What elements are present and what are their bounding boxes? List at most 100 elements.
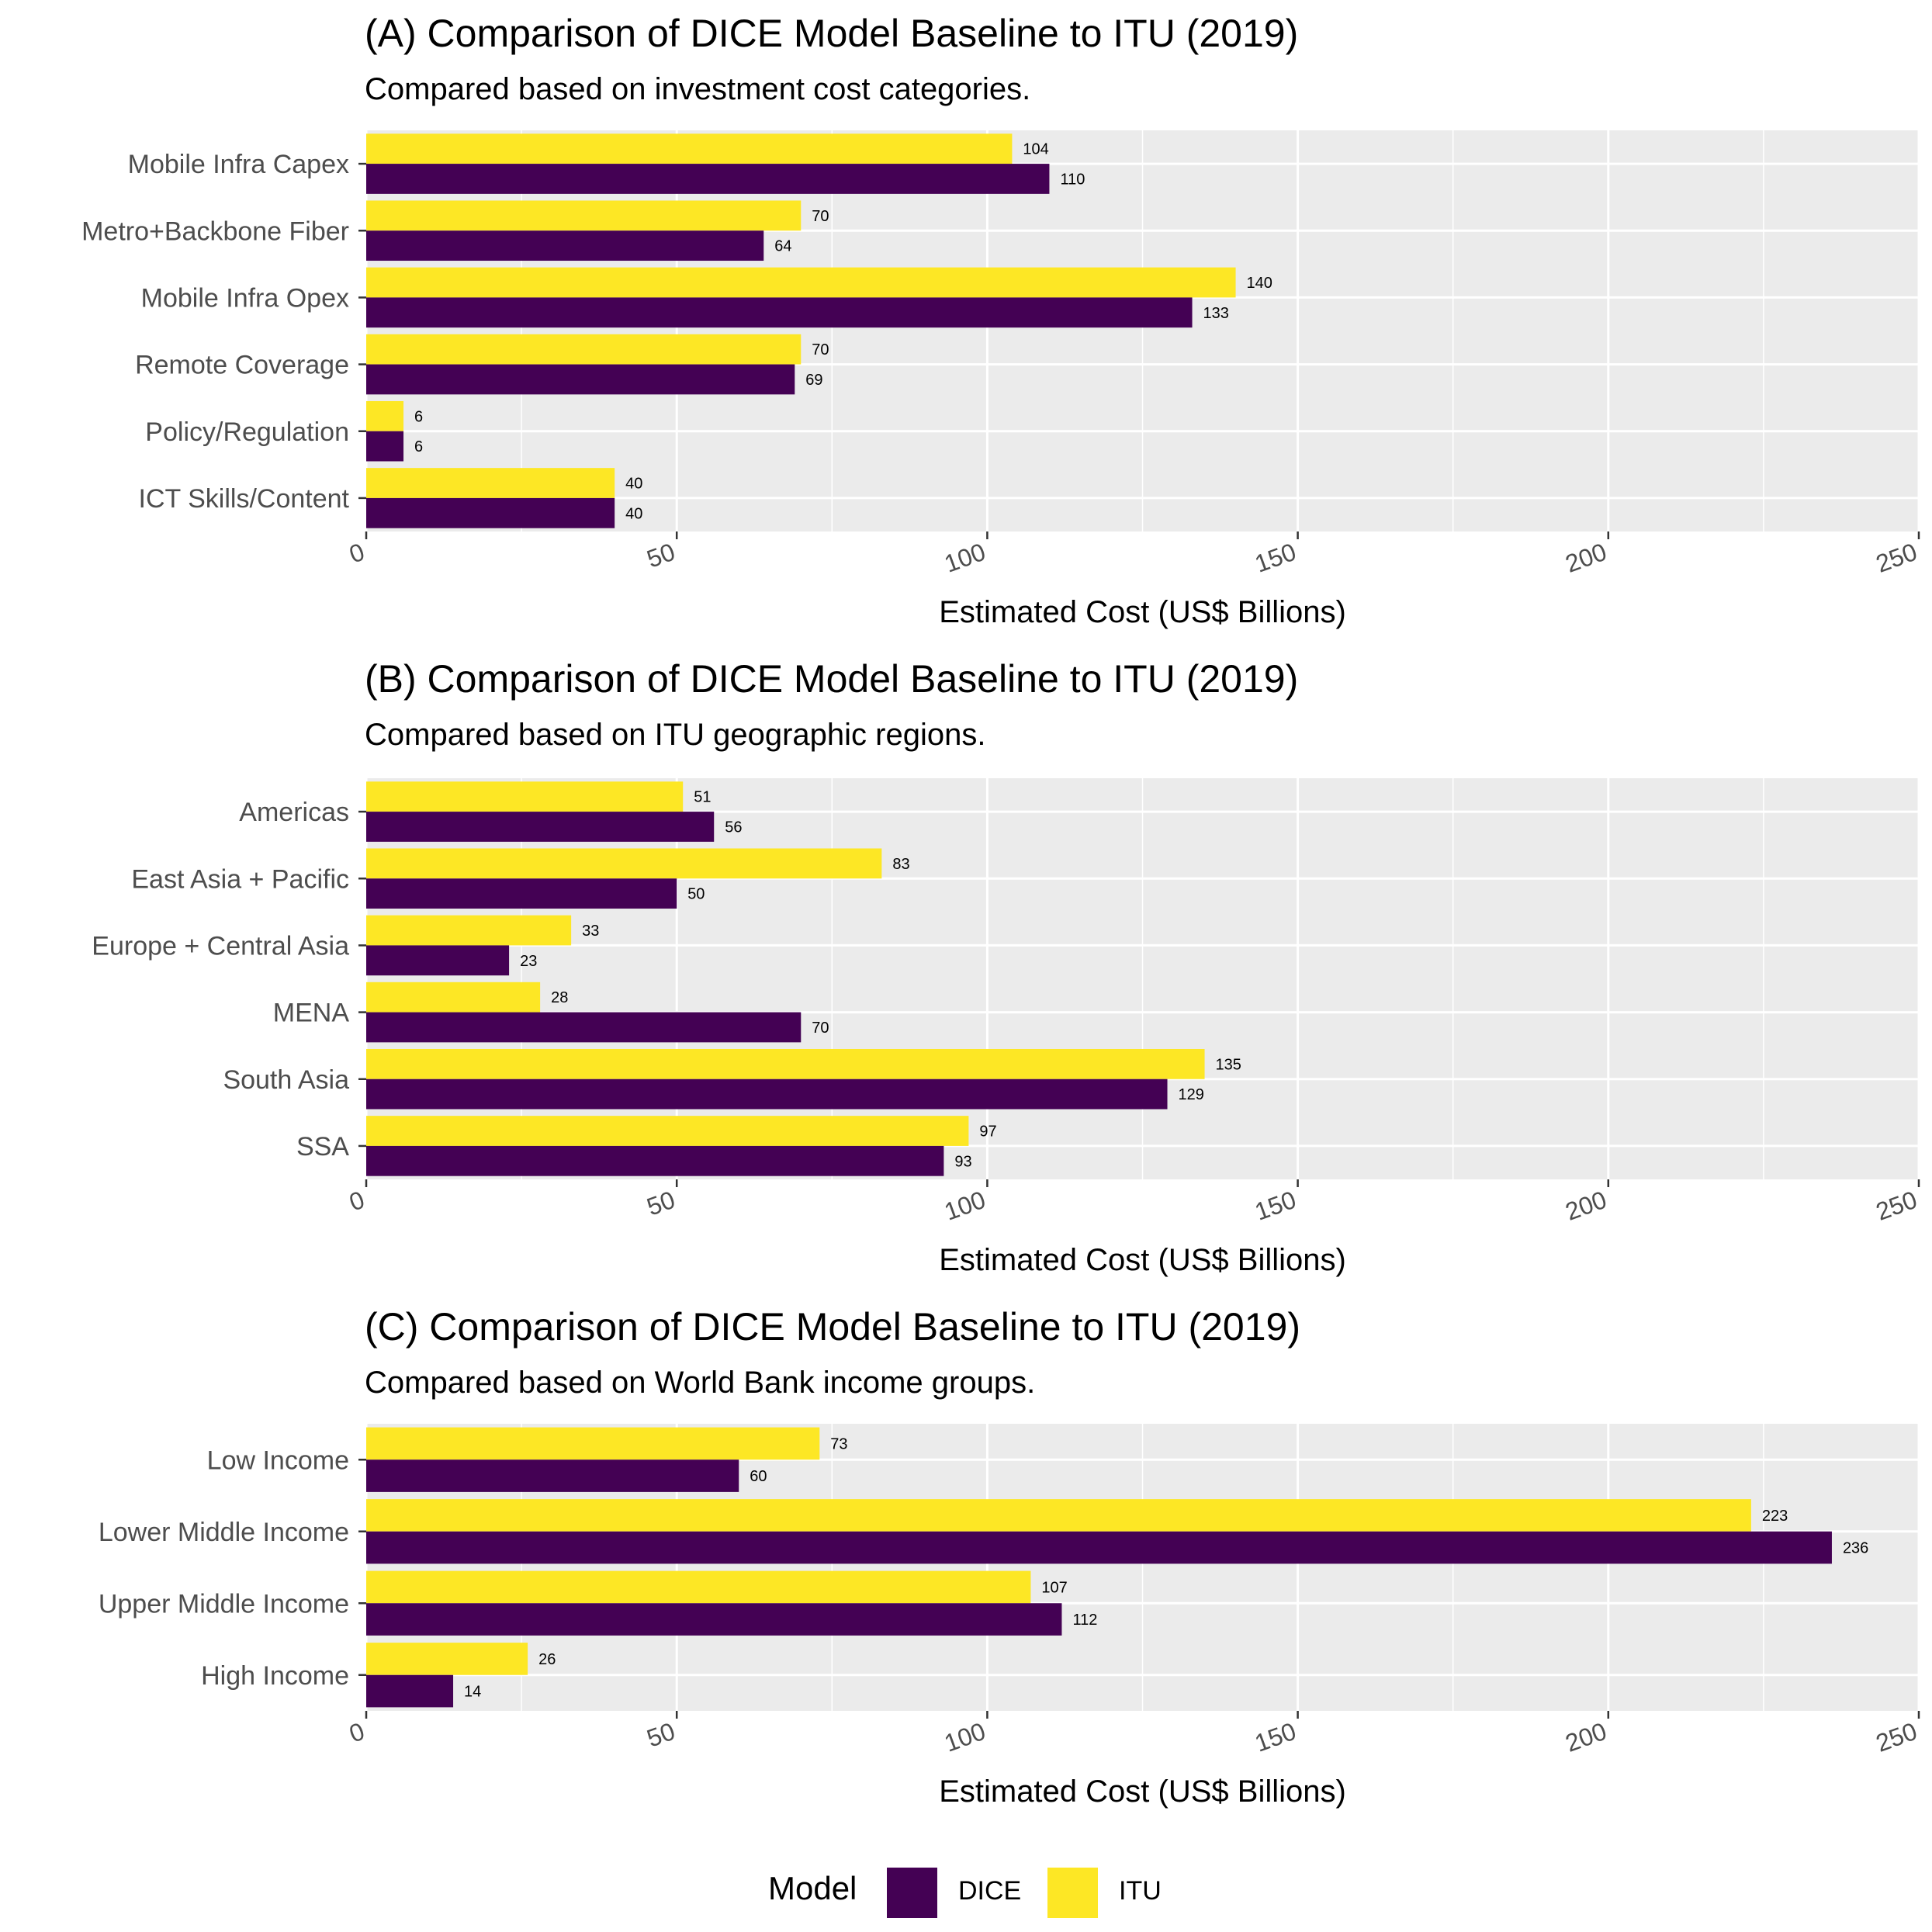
- x-tick-label: 100: [940, 538, 989, 578]
- value-label-itu-high-income: 26: [538, 1651, 556, 1668]
- bar-dice-policy-regulation: [366, 431, 404, 462]
- value-label-dice-ssa: 93: [954, 1153, 971, 1170]
- bar-itu-ict-skills-content: [366, 468, 615, 498]
- x-tick-label: 50: [643, 538, 679, 573]
- x-tick-label: 200: [1562, 538, 1610, 578]
- category-label-upper-middle-income: Upper Middle Income: [99, 1589, 349, 1619]
- value-label-itu-low-income: 73: [830, 1435, 847, 1452]
- chart-title: (A) Comparison of DICE Model Baseline to…: [365, 12, 1298, 55]
- x-tick-label: 0: [345, 538, 368, 569]
- value-label-itu-mobile-infra-opex: 140: [1247, 275, 1272, 292]
- bar-itu-ssa: [366, 1116, 969, 1146]
- value-label-itu-americas: 51: [694, 789, 711, 806]
- value-label-dice-east-asia-pacific: 50: [687, 886, 705, 903]
- x-tick-label: 50: [643, 1186, 679, 1221]
- category-label-ssa: SSA: [296, 1132, 349, 1162]
- category-label-high-income: High Income: [201, 1661, 349, 1691]
- value-label-dice-ict-skills-content: 40: [625, 505, 642, 522]
- category-label-mobile-infra-opex: Mobile Infra Opex: [141, 283, 349, 313]
- x-tick-label: 0: [345, 1186, 368, 1217]
- x-tick-label: 100: [940, 1186, 989, 1226]
- value-label-itu-metro-backbone-fiber: 70: [812, 208, 829, 225]
- x-tick-label: 250: [1872, 1717, 1920, 1757]
- x-tick-label: 250: [1872, 1186, 1920, 1226]
- bar-itu-south-asia: [366, 1048, 1205, 1079]
- legend-key-itu: [1047, 1868, 1098, 1918]
- bar-dice-metro-backbone-fiber: [366, 230, 764, 261]
- bar-itu-high-income: [366, 1643, 528, 1675]
- chart-subtitle: Compared based on World Bank income grou…: [365, 1366, 1035, 1400]
- category-label-south-asia: South Asia: [223, 1065, 349, 1095]
- bar-itu-metro-backbone-fiber: [366, 200, 802, 231]
- x-tick-label: 200: [1562, 1717, 1610, 1757]
- value-label-dice-upper-middle-income: 112: [1072, 1612, 1097, 1629]
- x-tick-label: 250: [1872, 538, 1920, 578]
- bar-dice-europe-central-asia: [366, 945, 510, 976]
- value-label-itu-policy-regulation: 6: [414, 408, 423, 425]
- x-tick-label: 200: [1562, 1186, 1610, 1226]
- category-label-policy-regulation: Policy/Regulation: [145, 417, 349, 447]
- x-tick-label: 100: [940, 1717, 989, 1757]
- bar-dice-remote-coverage: [366, 364, 795, 395]
- bar-itu-east-asia-pacific: [366, 848, 882, 879]
- legend-key-dice: [887, 1868, 937, 1918]
- value-label-itu-upper-middle-income: 107: [1041, 1579, 1067, 1596]
- x-axis-title: Estimated Cost (US$ Billions): [939, 595, 1346, 629]
- bar-dice-lower-middle-income: [366, 1531, 1832, 1564]
- legend-title: Model: [768, 1870, 857, 1906]
- value-label-dice-south-asia: 129: [1179, 1086, 1204, 1103]
- bar-itu-americas: [366, 781, 684, 812]
- value-label-dice-mobile-infra-opex: 133: [1203, 305, 1229, 322]
- panels: (A) Comparison of DICE Model Baseline to…: [81, 12, 1920, 1809]
- bar-dice-south-asia: [366, 1079, 1168, 1110]
- bar-dice-americas: [366, 812, 715, 842]
- bar-itu-lower-middle-income: [366, 1499, 1751, 1532]
- value-label-dice-policy-regulation: 6: [414, 438, 423, 455]
- bar-dice-high-income: [366, 1674, 454, 1708]
- category-label-americas: Americas: [239, 798, 349, 827]
- legend-label-itu: ITU: [1119, 1876, 1162, 1906]
- category-label-ict-skills-content: ICT Skills/Content: [139, 484, 350, 514]
- value-label-itu-ssa: 97: [979, 1124, 996, 1141]
- bar-dice-upper-middle-income: [366, 1603, 1062, 1636]
- value-label-itu-mena: 28: [551, 989, 568, 1006]
- x-tick-label: 150: [1252, 538, 1300, 578]
- category-label-lower-middle-income: Lower Middle Income: [99, 1518, 349, 1547]
- value-label-dice-metro-backbone-fiber: 64: [774, 238, 791, 255]
- category-label-mena: MENA: [273, 999, 350, 1028]
- chart-subtitle: Compared based on investment cost catego…: [365, 72, 1030, 106]
- bar-itu-europe-central-asia: [366, 915, 572, 946]
- value-label-itu-south-asia: 135: [1216, 1056, 1241, 1073]
- category-label-remote-coverage: Remote Coverage: [135, 351, 349, 380]
- value-label-dice-mena: 70: [812, 1020, 829, 1037]
- category-label-low-income: Low Income: [207, 1446, 349, 1475]
- bar-dice-low-income: [366, 1459, 739, 1492]
- value-label-dice-lower-middle-income: 236: [1843, 1540, 1868, 1557]
- value-label-dice-europe-central-asia: 23: [520, 953, 537, 970]
- category-label-metro-backbone-fiber: Metro+Backbone Fiber: [81, 216, 349, 246]
- value-label-dice-americas: 56: [725, 819, 742, 836]
- bar-dice-mena: [366, 1012, 802, 1043]
- chart-title: (C) Comparison of DICE Model Baseline to…: [365, 1305, 1300, 1349]
- chart-panel-1: (A) Comparison of DICE Model Baseline to…: [81, 12, 1920, 629]
- bar-itu-mena: [366, 982, 541, 1013]
- chart-panel-2: (B) Comparison of DICE Model Baseline to…: [92, 657, 1920, 1277]
- bar-itu-upper-middle-income: [366, 1570, 1031, 1604]
- bar-itu-remote-coverage: [366, 334, 802, 365]
- bar-itu-low-income: [366, 1427, 820, 1460]
- category-label-east-asia-pacific: East Asia + Pacific: [131, 864, 349, 894]
- bar-itu-mobile-infra-opex: [366, 267, 1236, 298]
- bar-dice-mobile-infra-opex: [366, 297, 1193, 328]
- category-label-europe-central-asia: Europe + Central Asia: [92, 931, 349, 961]
- value-label-dice-remote-coverage: 69: [805, 372, 822, 389]
- bar-dice-east-asia-pacific: [366, 878, 677, 909]
- chart-panel-3: (C) Comparison of DICE Model Baseline to…: [99, 1305, 1921, 1809]
- value-label-itu-lower-middle-income: 223: [1762, 1508, 1788, 1525]
- x-tick-label: 150: [1252, 1186, 1300, 1226]
- bar-itu-policy-regulation: [366, 400, 404, 431]
- value-label-dice-mobile-infra-capex: 110: [1060, 171, 1085, 188]
- value-label-dice-low-income: 60: [750, 1468, 767, 1485]
- value-label-itu-remote-coverage: 70: [812, 341, 829, 358]
- value-label-itu-east-asia-pacific: 83: [892, 856, 909, 873]
